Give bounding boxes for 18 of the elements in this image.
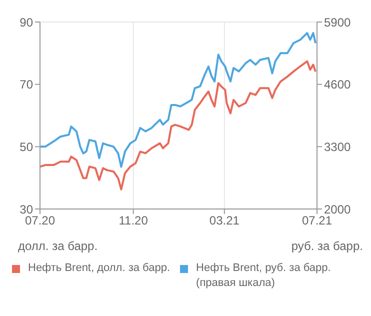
- legend-label: Нефть Brent, руб. за барр. (правая шкала): [196, 261, 331, 291]
- y-tick-label: 50: [20, 140, 34, 154]
- line-series: [40, 60, 316, 190]
- y-axis-title: долл. за барр.: [18, 239, 98, 253]
- y2-tick-label: 3300: [324, 140, 352, 154]
- y2-tick-label: 4600: [324, 78, 352, 92]
- x-tick-label: 11.20: [118, 214, 148, 228]
- y-tick-label: 70: [20, 78, 34, 92]
- y-tick-label: 30: [20, 202, 34, 216]
- y-tick-label: 90: [20, 15, 34, 30]
- y2-axis-title: руб. за барр.: [291, 239, 363, 253]
- x-tick-label: 07.20: [24, 214, 56, 228]
- line-series: [40, 32, 316, 168]
- y2-tick-label: 2000: [324, 202, 352, 216]
- x-tick-label: 03.21: [209, 214, 240, 228]
- x-tick-label: 07.21: [302, 214, 332, 228]
- legend-label: Нефть Brent, долл. за барр.: [28, 261, 170, 276]
- y2-tick-label: 5900: [324, 15, 352, 30]
